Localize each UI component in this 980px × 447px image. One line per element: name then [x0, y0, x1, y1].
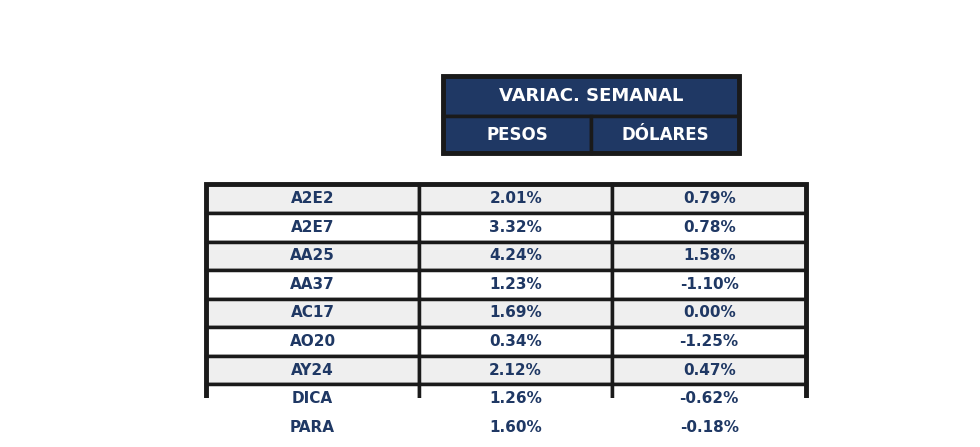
Text: 1.69%: 1.69% [489, 305, 542, 320]
Text: 2.01%: 2.01% [489, 191, 542, 206]
Bar [443, 76, 739, 116]
Text: 1.26%: 1.26% [489, 391, 542, 406]
Text: 0.79%: 0.79% [683, 191, 736, 206]
Text: 0.00%: 0.00% [683, 305, 736, 320]
Text: AY24: AY24 [291, 363, 334, 378]
Bar [206, 413, 419, 442]
Bar [443, 116, 591, 153]
Bar [591, 116, 739, 153]
Text: -0.18%: -0.18% [680, 420, 739, 435]
Bar [206, 327, 419, 356]
Bar [206, 185, 419, 213]
Bar [419, 327, 612, 356]
Bar [419, 270, 612, 299]
Bar [206, 185, 807, 442]
Text: AO20: AO20 [289, 334, 335, 349]
Bar [419, 241, 612, 270]
Text: -1.25%: -1.25% [679, 334, 739, 349]
Bar [206, 299, 419, 327]
Text: 4.24%: 4.24% [489, 249, 542, 263]
Text: 1.58%: 1.58% [683, 249, 735, 263]
Bar [419, 384, 612, 413]
Text: A2E7: A2E7 [291, 220, 334, 235]
Text: 3.32%: 3.32% [489, 220, 542, 235]
Bar [206, 270, 419, 299]
Bar [612, 241, 807, 270]
Bar [206, 356, 419, 384]
Bar [419, 413, 612, 442]
Text: 0.78%: 0.78% [683, 220, 736, 235]
Text: PESOS: PESOS [486, 126, 548, 143]
Bar [612, 413, 807, 442]
Bar [419, 356, 612, 384]
Bar [206, 241, 419, 270]
Text: 1.60%: 1.60% [489, 420, 542, 435]
Bar [612, 213, 807, 241]
Bar [419, 299, 612, 327]
Text: DÓLARES: DÓLARES [621, 126, 709, 143]
Bar [612, 384, 807, 413]
Text: -0.62%: -0.62% [679, 391, 739, 406]
Text: PARA: PARA [290, 420, 335, 435]
Bar [443, 76, 739, 153]
Text: AC17: AC17 [290, 305, 334, 320]
Text: 0.47%: 0.47% [683, 363, 736, 378]
Bar [419, 185, 612, 213]
Text: A2E2: A2E2 [291, 191, 334, 206]
Bar [612, 270, 807, 299]
Text: DICA: DICA [292, 391, 333, 406]
Text: AA25: AA25 [290, 249, 335, 263]
Bar [612, 299, 807, 327]
Text: VARIAC. SEMANAL: VARIAC. SEMANAL [499, 87, 683, 105]
Text: 0.34%: 0.34% [489, 334, 542, 349]
Bar [612, 327, 807, 356]
Bar [206, 213, 419, 241]
Bar [419, 213, 612, 241]
Bar [612, 185, 807, 213]
Text: AA37: AA37 [290, 277, 335, 292]
Bar [612, 356, 807, 384]
Text: 2.12%: 2.12% [489, 363, 542, 378]
Bar [206, 384, 419, 413]
Text: -1.10%: -1.10% [680, 277, 739, 292]
Text: 1.23%: 1.23% [489, 277, 542, 292]
